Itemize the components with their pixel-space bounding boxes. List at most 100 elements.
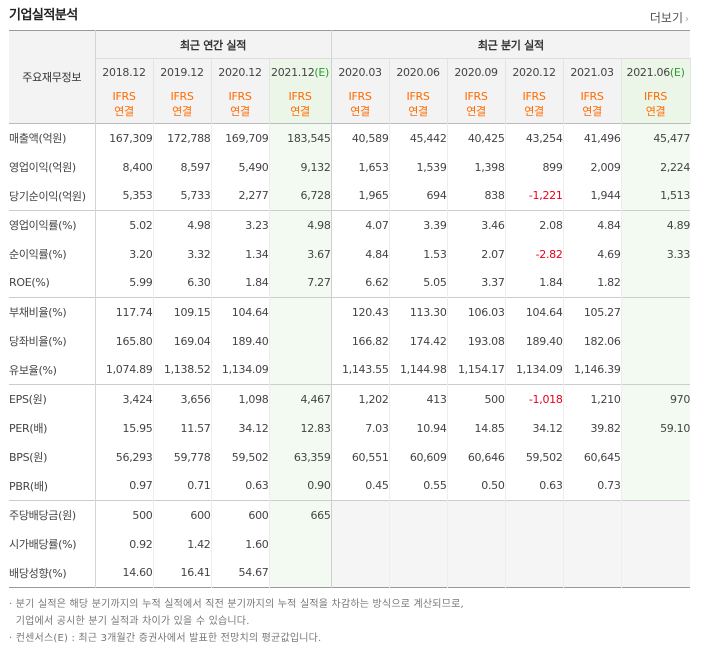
table-cell: 172,788 [153, 123, 212, 153]
table-cell: 8,597 [153, 152, 212, 182]
table-cell: 1.42 [153, 529, 212, 559]
table-cell: 166.82 [331, 326, 390, 356]
table-cell: 5,353 [95, 181, 154, 211]
table-cell [269, 355, 332, 385]
period-header: 2021.06(E) [621, 58, 691, 86]
table-row: 배당성향(%) 14.60 16.41 54.67 [9, 558, 691, 588]
table-cell: -1,221 [505, 181, 564, 211]
table-cell: 1,074.89 [95, 355, 154, 385]
financial-table: 주요재무정보 최근 연간 실적 최근 분기 실적 2018.12 2019.12 2… [9, 30, 691, 588]
ifrs-header: IFRS 연결 [621, 85, 691, 124]
row-label: 매출액(억원) [9, 123, 96, 153]
table-cell: 1.60 [211, 529, 270, 559]
more-link[interactable]: 더보기 › [650, 9, 689, 26]
table-cell [389, 558, 448, 588]
table-cell: 3.46 [447, 210, 506, 240]
table-cell: 0.50 [447, 471, 506, 501]
table-cell: 15.95 [95, 413, 154, 443]
table-cell: 40,425 [447, 123, 506, 153]
table-cell: 2,277 [211, 181, 270, 211]
table-cell [331, 500, 390, 530]
table-cell: 1.53 [389, 239, 448, 269]
table-cell [563, 558, 622, 588]
table-cell: 5.99 [95, 268, 154, 298]
table-row: ROE(%) 5.99 6.30 1.84 7.27 6.62 5.05 3.37 1.84 1.… [9, 268, 691, 298]
table-cell: 14.85 [447, 413, 506, 443]
table-cell: 59,502 [505, 442, 564, 472]
table-cell [621, 529, 691, 559]
table-cell [389, 500, 448, 530]
table-cell: 1,513 [621, 181, 690, 211]
table-cell: 5.05 [389, 268, 448, 298]
period-label: 2021.06 [626, 65, 671, 79]
table-cell: 1,398 [447, 152, 506, 182]
table-cell: 4.84 [331, 239, 390, 269]
ifrs-label: IFRS [112, 90, 136, 104]
table-cell [621, 355, 691, 385]
table-cell: 59,778 [153, 442, 212, 472]
table-cell: 59.10 [621, 413, 690, 443]
table-cell: 1,134.09 [505, 355, 564, 385]
period-label: 2020.12 [218, 65, 262, 79]
consolidated-label: 연결 [645, 105, 666, 119]
table-row: PBR(배) 0.97 0.71 0.63 0.90 0.45 0.55 0.50 0.63 0.… [9, 471, 691, 501]
table-cell: 7.27 [269, 268, 332, 298]
table-cell: -1,018 [505, 384, 564, 414]
table-cell: 169.04 [153, 326, 212, 356]
table-cell [621, 442, 691, 472]
quarter-group-header: 최근 분기 실적 [331, 30, 691, 59]
period-label: 2021.12 [271, 65, 315, 79]
table-cell [621, 268, 691, 298]
table-cell: 40,589 [331, 123, 390, 153]
period-label: 2021.03 [570, 65, 614, 79]
table-cell: 500 [447, 384, 506, 414]
table-cell [331, 558, 390, 588]
table-cell [621, 326, 691, 356]
ifrs-header: IFRS 연결 [447, 85, 506, 124]
table-cell: 104.64 [505, 297, 564, 327]
table-cell [269, 326, 332, 356]
table-row: 영업이익률(%) 5.02 4.98 3.23 4.98 4.07 3.39 3.46 2.08… [9, 210, 690, 240]
table-cell: 3.33 [621, 239, 690, 269]
table-cell: 1,138.52 [153, 355, 212, 385]
table-cell: 45,477 [621, 123, 690, 153]
table-cell: 12.83 [269, 413, 332, 443]
ifrs-label: IFRS [228, 90, 252, 104]
more-label: 더보기 [649, 11, 683, 25]
table-cell: 0.71 [153, 471, 212, 501]
table-cell: 1,098 [211, 384, 270, 414]
table-cell: 1,210 [563, 384, 622, 414]
table-cell: 3.20 [95, 239, 154, 269]
table-cell: 105.27 [563, 297, 622, 327]
table-cell: 11.57 [153, 413, 212, 443]
table-cell: 3.23 [211, 210, 270, 240]
period-header: 2020.09 [447, 58, 506, 86]
table-cell: 193.08 [447, 326, 506, 356]
footnote-3: · 컨센서스(E) : 최근 3개월간 증권사에서 발표한 전망치의 평균값입니… [9, 633, 322, 644]
period-label: 2019.12 [160, 65, 204, 79]
table-cell: 3.32 [153, 239, 212, 269]
table-cell: 600 [153, 500, 212, 530]
table-cell: 189.40 [211, 326, 270, 356]
table-cell: 117.74 [95, 297, 154, 327]
period-header: 2020.12 [211, 58, 270, 86]
ifrs-label: IFRS [522, 90, 546, 104]
table-cell: 174.42 [389, 326, 448, 356]
table-cell: 0.92 [95, 529, 154, 559]
table-cell: 1,944 [563, 181, 622, 211]
table-cell [505, 529, 564, 559]
table-cell [505, 500, 564, 530]
table-cell: 5.02 [95, 210, 154, 240]
period-header: 2020.12 [505, 58, 564, 86]
row-label: 영업이익률(%) [9, 210, 96, 240]
footnote-2: 기업에서 공시한 분기 실적과 차이가 있을 수 있습니다. [9, 616, 250, 627]
table-cell: 500 [95, 500, 154, 530]
row-label: 당좌비율(%) [9, 326, 96, 356]
ifrs-label: IFRS [580, 90, 604, 104]
table-cell: 167,309 [95, 123, 154, 153]
table-cell: 60,609 [389, 442, 448, 472]
consolidated-label: 연결 [408, 105, 428, 119]
table-cell: 6.30 [153, 268, 212, 298]
table-cell: 1,653 [331, 152, 390, 182]
footnote-1: · 분기 실적은 해당 분기까지의 누적 실적에서 직전 분기까지의 누적 실적… [9, 599, 464, 610]
